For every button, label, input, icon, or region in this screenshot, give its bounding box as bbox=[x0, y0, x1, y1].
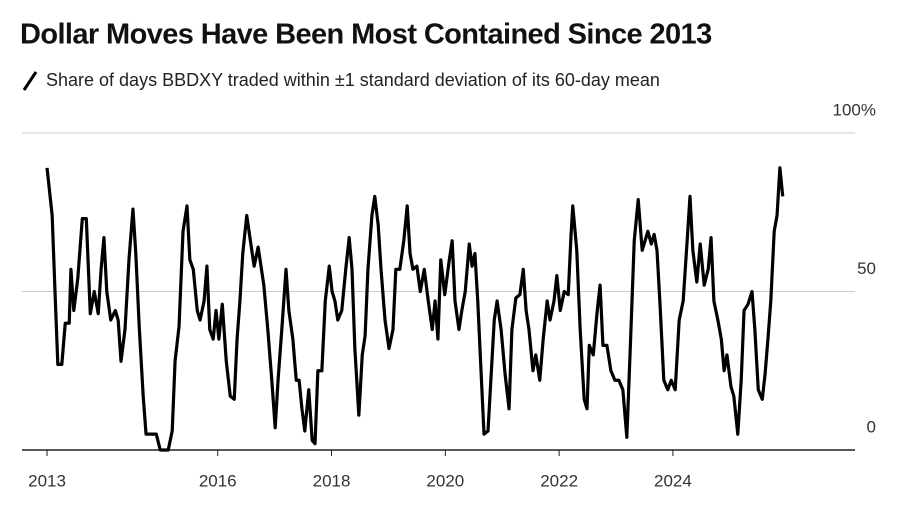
x-tick-label: 2022 bbox=[540, 471, 578, 490]
y-tick-label: 0 bbox=[867, 417, 876, 436]
y-tick-label: 100% bbox=[833, 100, 876, 119]
legend-label: Share of days BBDXY traded within ±1 sta… bbox=[46, 70, 660, 90]
x-tick-label: 2020 bbox=[426, 471, 464, 490]
x-tick-label: 2024 bbox=[654, 471, 692, 490]
x-tick-label: 2018 bbox=[313, 471, 351, 490]
legend-swatch bbox=[22, 71, 38, 91]
series-line bbox=[45, 166, 785, 452]
chart-title: Dollar Moves Have Been Most Contained Si… bbox=[20, 19, 712, 51]
x-tick-label: 2013 bbox=[28, 471, 66, 490]
y-tick-label: 50 bbox=[857, 259, 876, 278]
x-tick-label: 2016 bbox=[199, 471, 237, 490]
